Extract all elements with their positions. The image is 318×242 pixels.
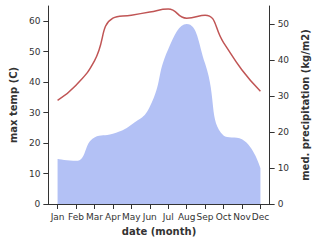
svg-text:Jul: Jul bbox=[162, 212, 174, 222]
svg-text:date (month): date (month) bbox=[122, 226, 196, 237]
svg-text:60: 60 bbox=[29, 16, 41, 26]
svg-text:10: 10 bbox=[278, 163, 290, 173]
svg-text:0: 0 bbox=[35, 199, 41, 209]
svg-text:40: 40 bbox=[278, 55, 290, 65]
svg-text:50: 50 bbox=[29, 47, 41, 57]
svg-text:20: 20 bbox=[29, 138, 41, 148]
svg-text:May: May bbox=[122, 212, 141, 222]
svg-text:30: 30 bbox=[29, 108, 41, 118]
svg-text:Jun: Jun bbox=[142, 212, 157, 222]
svg-text:Dec: Dec bbox=[252, 212, 269, 222]
svg-text:40: 40 bbox=[29, 77, 41, 87]
svg-text:0: 0 bbox=[278, 199, 284, 209]
svg-text:Jan: Jan bbox=[50, 212, 65, 222]
svg-text:Nov: Nov bbox=[233, 212, 251, 222]
svg-text:Apr: Apr bbox=[105, 212, 121, 222]
svg-text:Mar: Mar bbox=[86, 212, 103, 222]
svg-text:20: 20 bbox=[278, 127, 290, 137]
svg-text:10: 10 bbox=[29, 169, 41, 179]
svg-text:Sep: Sep bbox=[197, 212, 214, 222]
svg-text:30: 30 bbox=[278, 91, 290, 101]
svg-text:max temp (C): max temp (C) bbox=[8, 67, 19, 143]
svg-text:Aug: Aug bbox=[178, 212, 196, 222]
svg-text:Feb: Feb bbox=[68, 212, 84, 222]
svg-text:50: 50 bbox=[278, 19, 290, 29]
svg-text:med. precipitation (kg/m2): med. precipitation (kg/m2) bbox=[300, 29, 311, 181]
svg-text:Oct: Oct bbox=[216, 212, 232, 222]
